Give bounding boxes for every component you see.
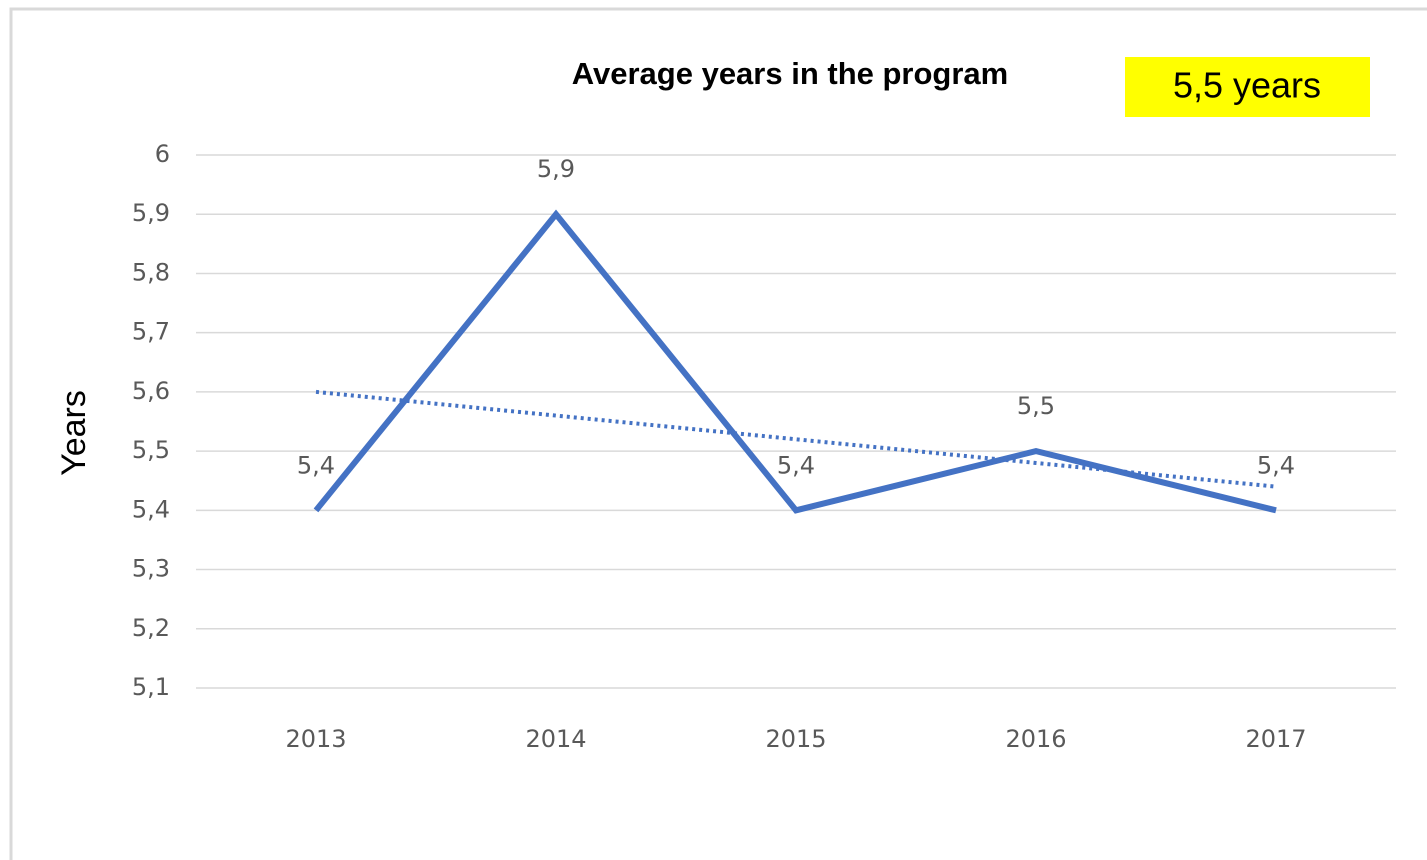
data-label: 5,4	[1257, 451, 1295, 479]
y-tick-label: 5,9	[132, 199, 170, 227]
x-tick-label: 2013	[285, 725, 346, 753]
y-tick-label: 6	[155, 140, 170, 168]
chart-frame	[9, 7, 1427, 860]
chart-title: Average years in the program	[572, 56, 1008, 91]
annotation: 5,5 years	[1173, 65, 1321, 106]
y-tick-label: 5,6	[132, 377, 170, 405]
y-tick-label: 5,8	[132, 258, 170, 286]
y-tick-label: 5,5	[132, 436, 170, 464]
y-tick-label: 5,1	[132, 673, 170, 701]
data-label: 5,5	[1017, 392, 1055, 420]
y-axis-title: Years	[55, 390, 93, 476]
x-tick-label: 2017	[1245, 725, 1306, 753]
x-tick-label: 2016	[1005, 725, 1066, 753]
data-label: 5,9	[537, 155, 575, 183]
line	[313, 209, 1277, 514]
data-label: 5,4	[297, 451, 335, 479]
x-tick-label: 2015	[765, 725, 826, 753]
x-tick-label: 2014	[525, 725, 586, 753]
data-label: 5,4	[777, 451, 815, 479]
y-tick-label: 5,2	[132, 614, 170, 642]
y-tick-label: 5,4	[132, 495, 170, 523]
annotation-box	[1125, 57, 1370, 117]
y-tick-label: 5,3	[132, 555, 170, 583]
y-tick-label: 5,7	[132, 318, 170, 346]
